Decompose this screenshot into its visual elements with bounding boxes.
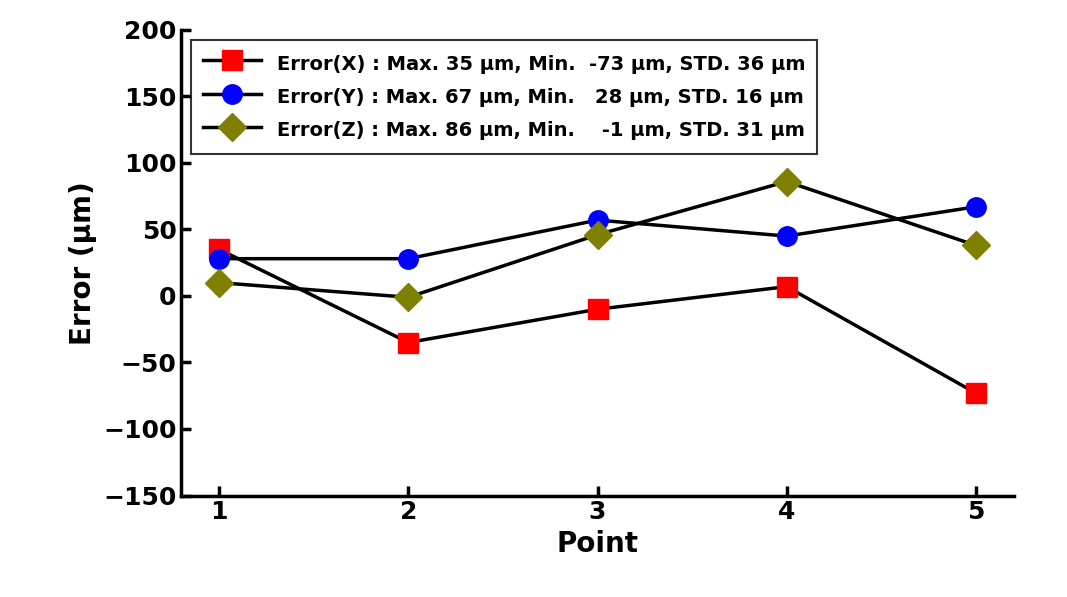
- X-axis label: Point: Point: [557, 530, 638, 558]
- Line: Error(X) : Max. 35 μm, Min.  -73 μm, STD. 36 μm: Error(X) : Max. 35 μm, Min. -73 μm, STD.…: [209, 239, 986, 403]
- Error(Z) : Max. 86 μm, Min.    -1 μm, STD. 31 μm: (4, 86): Max. 86 μm, Min. -1 μm, STD. 31 μm: (4, …: [780, 178, 793, 185]
- Y-axis label: Error (μm): Error (μm): [69, 181, 97, 344]
- Error(X) : Max. 35 μm, Min.  -73 μm, STD. 36 μm: (5, -73): Max. 35 μm, Min. -73 μm, STD. 36 μm: (5,…: [970, 389, 983, 396]
- Line: Error(Y) : Max. 67 μm, Min.   28 μm, STD. 16 μm: Error(Y) : Max. 67 μm, Min. 28 μm, STD. …: [209, 197, 986, 269]
- Error(X) : Max. 35 μm, Min.  -73 μm, STD. 36 μm: (1, 35): Max. 35 μm, Min. -73 μm, STD. 36 μm: (1,…: [212, 246, 225, 253]
- Line: Error(Z) : Max. 86 μm, Min.    -1 μm, STD. 31 μm: Error(Z) : Max. 86 μm, Min. -1 μm, STD. …: [209, 172, 986, 307]
- Error(X) : Max. 35 μm, Min.  -73 μm, STD. 36 μm: (4, 7): Max. 35 μm, Min. -73 μm, STD. 36 μm: (4,…: [780, 283, 793, 290]
- Legend: Error(X) : Max. 35 μm, Min.  -73 μm, STD. 36 μm, Error(Y) : Max. 67 μm, Min.   2: Error(X) : Max. 35 μm, Min. -73 μm, STD.…: [191, 39, 817, 153]
- Error(Y) : Max. 67 μm, Min.   28 μm, STD. 16 μm: (5, 67): Max. 67 μm, Min. 28 μm, STD. 16 μm: (5, …: [970, 203, 983, 210]
- Error(Z) : Max. 86 μm, Min.    -1 μm, STD. 31 μm: (3, 46): Max. 86 μm, Min. -1 μm, STD. 31 μm: (3, …: [591, 231, 604, 238]
- Error(Y) : Max. 67 μm, Min.   28 μm, STD. 16 μm: (2, 28): Max. 67 μm, Min. 28 μm, STD. 16 μm: (2, …: [402, 255, 415, 262]
- Error(Z) : Max. 86 μm, Min.    -1 μm, STD. 31 μm: (2, -1): Max. 86 μm, Min. -1 μm, STD. 31 μm: (2, …: [402, 294, 415, 301]
- Error(Y) : Max. 67 μm, Min.   28 μm, STD. 16 μm: (4, 45): Max. 67 μm, Min. 28 μm, STD. 16 μm: (4, …: [780, 232, 793, 239]
- Error(Y) : Max. 67 μm, Min.   28 μm, STD. 16 μm: (1, 28): Max. 67 μm, Min. 28 μm, STD. 16 μm: (1, …: [212, 255, 225, 262]
- Error(Z) : Max. 86 μm, Min.    -1 μm, STD. 31 μm: (1, 10): Max. 86 μm, Min. -1 μm, STD. 31 μm: (1, …: [212, 279, 225, 286]
- Error(X) : Max. 35 μm, Min.  -73 μm, STD. 36 μm: (3, -10): Max. 35 μm, Min. -73 μm, STD. 36 μm: (3,…: [591, 306, 604, 313]
- Error(X) : Max. 35 μm, Min.  -73 μm, STD. 36 μm: (2, -35): Max. 35 μm, Min. -73 μm, STD. 36 μm: (2,…: [402, 339, 415, 346]
- Error(Y) : Max. 67 μm, Min.   28 μm, STD. 16 μm: (3, 57): Max. 67 μm, Min. 28 μm, STD. 16 μm: (3, …: [591, 217, 604, 224]
- Error(Z) : Max. 86 μm, Min.    -1 μm, STD. 31 μm: (5, 38): Max. 86 μm, Min. -1 μm, STD. 31 μm: (5, …: [970, 242, 983, 249]
